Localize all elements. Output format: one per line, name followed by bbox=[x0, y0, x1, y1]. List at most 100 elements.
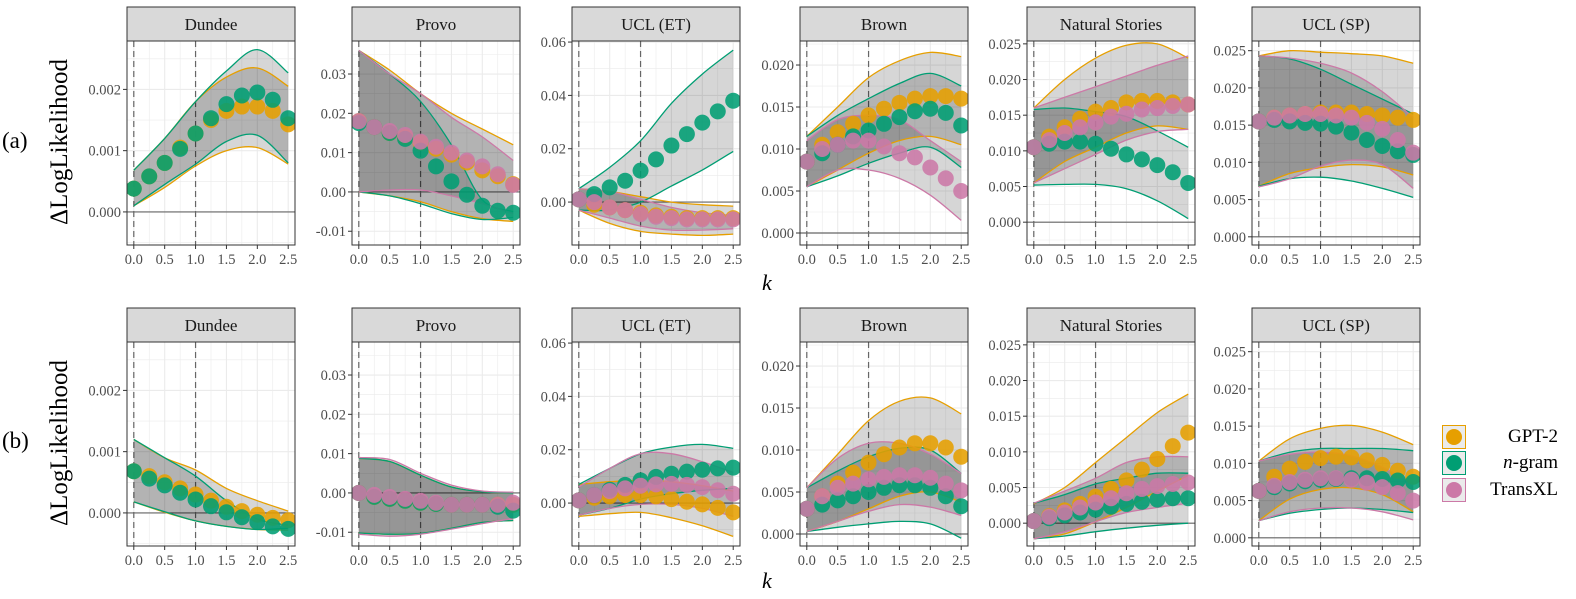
y-tick-label: 0.020 bbox=[988, 73, 1021, 89]
data-point-transxl bbox=[1266, 109, 1283, 126]
x-tick-label: 2.5 bbox=[952, 252, 970, 268]
y-tick-label: 0.025 bbox=[1213, 44, 1246, 60]
x-tick-label: 0.5 bbox=[1281, 252, 1299, 268]
data-point-gpt-2 bbox=[1358, 452, 1375, 469]
data-point-gpt-2 bbox=[1389, 109, 1406, 126]
data-point-gpt-2 bbox=[860, 454, 877, 471]
x-tick-label: 0.5 bbox=[829, 252, 847, 268]
data-point-transxl bbox=[1297, 105, 1314, 122]
ci-upper-line-transxl bbox=[806, 441, 962, 489]
ci-upper-line-n-gram bbox=[133, 48, 289, 171]
data-point-n-gram bbox=[1343, 124, 1360, 141]
x-tick-label: 1.5 bbox=[217, 553, 235, 569]
x-tick-label: 0.0 bbox=[350, 252, 368, 268]
data-point-gpt-2 bbox=[1297, 453, 1314, 470]
data-point-transxl bbox=[1328, 470, 1344, 487]
x-tick-label: 0.5 bbox=[381, 553, 399, 569]
y-tick-label: 0.005 bbox=[988, 180, 1021, 196]
data-point-transxl bbox=[1072, 499, 1089, 516]
panel-ucl-et--b: UCL (ET) 0.00 0.02 0.04 0.06 0.0 0.5 1.0 1.5 2.0 2… bbox=[541, 307, 742, 569]
strip-title: UCL (ET) bbox=[621, 15, 691, 34]
data-point-n-gram bbox=[474, 197, 491, 214]
x-tick-label: 1.0 bbox=[1311, 553, 1329, 569]
data-point-transxl bbox=[829, 479, 846, 496]
plot-area bbox=[572, 41, 740, 245]
data-point-transxl bbox=[617, 202, 634, 219]
data-point-transxl bbox=[845, 132, 862, 149]
x-tick-label: 0.5 bbox=[156, 553, 174, 569]
data-point-n-gram bbox=[1389, 472, 1406, 489]
data-point-gpt-2 bbox=[233, 98, 250, 115]
x-tick-label: 0.0 bbox=[1025, 252, 1043, 268]
plot-area bbox=[572, 342, 740, 546]
panel-brown-a: Brown 0.000 0.005 0.010 0.015 0.020 0.0 0.5 1.0 1… bbox=[761, 6, 970, 268]
data-point-n-gram bbox=[891, 109, 908, 126]
data-point-n-gram bbox=[922, 100, 939, 117]
panel-border bbox=[1251, 341, 1421, 547]
data-point-n-gram bbox=[694, 114, 711, 131]
y-tick-label: 0.04 bbox=[541, 389, 567, 405]
strip-title: Natural Stories bbox=[1060, 316, 1162, 335]
ci-upper-line-transxl bbox=[1033, 55, 1189, 109]
panel-border bbox=[571, 341, 741, 547]
data-point-n-gram bbox=[141, 470, 158, 487]
x-tick-label: 0.5 bbox=[156, 252, 174, 268]
data-point-transxl bbox=[1374, 479, 1391, 496]
x-tick-label: 0.0 bbox=[570, 252, 588, 268]
data-point-transxl bbox=[474, 158, 491, 175]
ci-lower-line-n-gram bbox=[806, 146, 962, 188]
data-point-transxl bbox=[489, 166, 506, 183]
panel-provo-b: Provo -0.01 0.00 0.01 0.02 0.03 0.0 0.5 1.0 1.5 2.… bbox=[316, 307, 522, 569]
x-tick-label: 0.5 bbox=[1056, 553, 1074, 569]
data-point-transxl bbox=[725, 485, 740, 502]
ci-ribbon-n-gram bbox=[578, 50, 734, 211]
x-axis-label-b: k bbox=[762, 568, 772, 593]
data-point-n-gram bbox=[663, 137, 680, 154]
y-axis-label-a: ΔLogLikelihood bbox=[46, 58, 73, 226]
data-point-transxl bbox=[1180, 474, 1195, 491]
data-point-gpt-2 bbox=[953, 90, 968, 107]
data-point-n-gram bbox=[264, 91, 281, 108]
strip-title: UCL (SP) bbox=[1302, 15, 1370, 34]
x-tick-label: 0.0 bbox=[798, 553, 816, 569]
ci-upper-line-transxl bbox=[358, 49, 514, 162]
data-point-gpt-2 bbox=[1343, 449, 1360, 466]
data-point-n-gram bbox=[141, 168, 158, 185]
x-tick-label: 2.0 bbox=[921, 553, 939, 569]
data-point-gpt-2 bbox=[860, 107, 877, 124]
data-point-transxl bbox=[694, 479, 711, 496]
x-tick-label: 1.0 bbox=[1086, 252, 1104, 268]
x-tick-label: 2.5 bbox=[724, 252, 742, 268]
data-point-n-gram bbox=[709, 103, 726, 120]
x-tick-label: 2.5 bbox=[1179, 553, 1197, 569]
data-point-n-gram bbox=[1405, 473, 1420, 490]
x-tick-label: 0.0 bbox=[1025, 553, 1043, 569]
ci-lower-line-n-gram bbox=[1258, 507, 1414, 522]
data-point-gpt-2 bbox=[876, 100, 892, 117]
strip-title: Dundee bbox=[185, 316, 238, 335]
data-point-transxl bbox=[397, 126, 414, 143]
data-point-transxl bbox=[1087, 494, 1104, 511]
data-point-n-gram bbox=[937, 488, 954, 505]
y-tick-label: 0.000 bbox=[761, 527, 794, 543]
data-point-n-gram bbox=[280, 110, 295, 127]
x-tick-label: 1.0 bbox=[631, 252, 649, 268]
data-point-n-gram bbox=[127, 180, 142, 197]
legend-item-transxl: TransXL bbox=[1442, 478, 1558, 502]
data-point-transxl bbox=[1343, 109, 1360, 126]
data-point-transxl bbox=[922, 469, 939, 486]
data-point-transxl bbox=[1133, 101, 1150, 118]
ci-lower-line-transxl bbox=[806, 503, 962, 533]
y-tick-label: 0.06 bbox=[541, 35, 566, 51]
data-point-n-gram bbox=[725, 459, 740, 476]
x-tick-label: 2.5 bbox=[1179, 252, 1197, 268]
strip-background bbox=[126, 6, 296, 42]
data-point-n-gram bbox=[601, 179, 618, 196]
data-point-n-gram bbox=[249, 84, 266, 101]
data-point-transxl bbox=[1056, 125, 1073, 142]
data-point-n-gram bbox=[172, 140, 189, 157]
data-point-transxl bbox=[1133, 480, 1150, 497]
y-tick-label: 0.005 bbox=[761, 184, 794, 200]
ci-lower-line-n-gram bbox=[358, 191, 514, 221]
y-tick-label: 0.03 bbox=[321, 67, 346, 83]
